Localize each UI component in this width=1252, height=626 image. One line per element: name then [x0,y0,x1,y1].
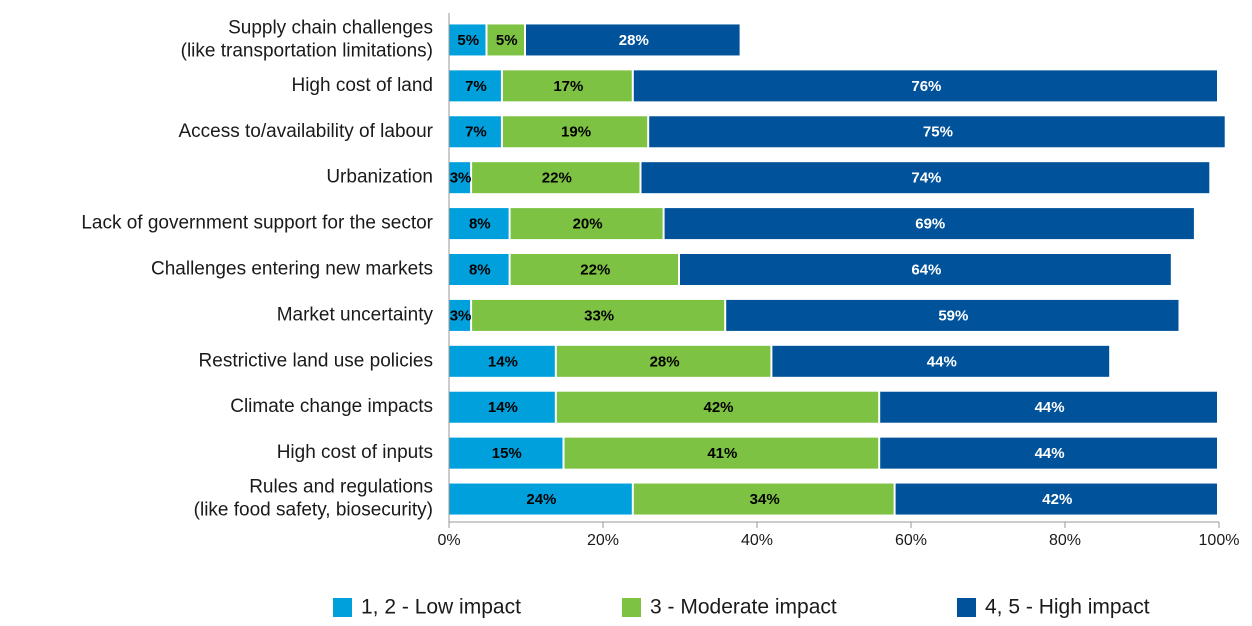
value-label: 44% [927,353,957,370]
bar-segment [633,483,894,515]
bar-segment [449,299,471,331]
value-label: 75% [923,124,953,141]
bar-segment [641,162,1210,194]
value-label: 33% [584,307,614,324]
value-label: 14% [488,353,518,370]
bar-segment [880,437,1217,469]
category-label: Urbanization [326,167,433,188]
bar-segment [556,391,879,423]
value-label: 22% [542,170,572,187]
value-label: 28% [619,32,649,49]
bar-segment [880,391,1217,423]
value-label: 15% [492,445,522,462]
bar-segment [633,70,1217,102]
bar-segment [449,254,509,285]
bar-segment [449,24,486,56]
bar-segment [449,391,555,423]
bar-segment [449,437,563,469]
bar-segment [502,70,632,102]
bar-segment [449,483,632,515]
value-label: 5% [496,32,518,49]
category-label: Rules and regulations (like food safety, … [194,477,433,521]
value-label: 76% [911,78,941,95]
category-label: Challenges entering new markets [151,259,433,280]
bar-segment [556,345,771,377]
bar-segment [772,345,1110,377]
bar-segment [649,116,1225,148]
value-label: 19% [561,124,591,141]
category-label: High cost of inputs [277,442,433,463]
legend-swatch [333,598,352,617]
value-label: 41% [707,445,737,462]
value-label: 59% [938,307,968,324]
x-tick-label: 20% [587,532,619,549]
bar-segment [510,254,678,285]
category-label: High cost of land [291,75,433,96]
x-tick-label: 100% [1199,532,1240,549]
bar-segment [526,24,740,56]
category-label: Supply chain challenges (like transportat… [181,17,433,61]
value-label: 42% [1042,491,1072,508]
bar-segment [510,208,663,240]
x-tick-label: 60% [895,532,927,549]
bar-segment [895,483,1217,515]
bar-segment [502,116,648,148]
value-label: 24% [526,491,556,508]
value-label: 3% [450,307,472,324]
value-label: 34% [750,491,780,508]
category-label: Climate change impacts [230,396,433,417]
bar-segment [449,162,471,194]
value-label: 28% [650,353,680,370]
value-label: 7% [465,78,487,95]
value-label: 42% [703,399,733,416]
bar-segment [449,345,555,377]
category-label: Access to/availability of labour [178,121,433,142]
category-label: Lack of government support for the secto… [81,213,433,234]
value-label: 74% [911,170,941,187]
bar-segment [564,437,879,469]
bar-segment [472,299,725,331]
bar-segment [487,24,524,56]
bar-segment [472,162,640,194]
bar-segment [726,299,1179,331]
category-label: Restrictive land use policies [199,350,433,371]
value-label: 44% [1035,445,1065,462]
bar-segment [664,208,1194,240]
value-label: 44% [1035,399,1065,416]
legend-label: 4, 5 - High impact [985,596,1150,619]
value-label: 14% [488,399,518,416]
value-label: 3% [450,170,472,187]
category-label: Market uncertainty [277,304,434,325]
legend-swatch [622,598,641,617]
value-label: 8% [469,216,491,233]
bar-segment [449,116,501,148]
bar-segment [449,208,509,240]
value-label: 7% [465,124,487,141]
x-tick-label: 0% [437,532,460,549]
value-label: 8% [469,261,491,278]
value-label: 22% [580,261,610,278]
value-label: 69% [915,216,945,233]
bar-segment [449,70,501,102]
legend-swatch [957,598,976,617]
value-label: 5% [457,32,479,49]
value-label: 17% [553,78,583,95]
legend-label: 3 - Moderate impact [650,596,837,619]
value-label: 20% [573,216,603,233]
x-tick-label: 80% [1049,532,1081,549]
x-tick-label: 40% [741,532,773,549]
bar-segment [680,254,1171,285]
legend-label: 1, 2 - Low impact [361,596,521,619]
value-label: 64% [911,261,941,278]
